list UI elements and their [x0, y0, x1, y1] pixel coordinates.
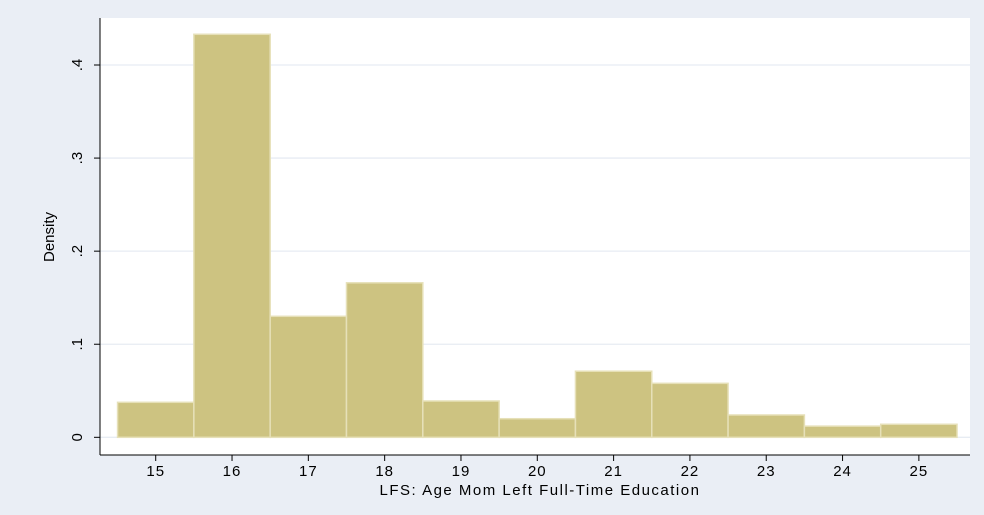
- x-axis-label: LFS: Age Mom Left Full-Time Education: [380, 482, 701, 499]
- x-tick-label: 16: [223, 463, 242, 480]
- bar: [345, 282, 424, 439]
- x-tick-label: 25: [910, 463, 929, 480]
- x-tick-label: 23: [757, 463, 776, 480]
- y-tick-label: .4: [69, 59, 86, 72]
- bar: [116, 401, 195, 439]
- bar: [879, 423, 958, 439]
- x-tick-label: 21: [604, 463, 623, 480]
- y-tick-label: 0: [69, 433, 86, 441]
- bar: [422, 400, 500, 439]
- bar: [803, 425, 882, 439]
- y-tick-label: .2: [69, 245, 86, 258]
- x-tick-label: 22: [681, 463, 700, 480]
- bar: [269, 315, 348, 439]
- y-tick-label: .3: [69, 152, 86, 165]
- bar: [498, 417, 577, 439]
- x-tick-label: 15: [146, 463, 165, 480]
- bar: [651, 382, 729, 439]
- y-axis-label: Density: [41, 211, 58, 262]
- x-tick-label: 17: [299, 463, 318, 480]
- x-tick-label: 20: [528, 463, 547, 480]
- y-tick-label: .1: [69, 338, 86, 351]
- x-tick-label: 24: [833, 463, 852, 480]
- bar: [727, 414, 806, 439]
- x-tick-label: 19: [452, 463, 471, 480]
- bar: [574, 370, 653, 439]
- bar: [193, 33, 271, 439]
- x-tick-label: 18: [375, 463, 394, 480]
